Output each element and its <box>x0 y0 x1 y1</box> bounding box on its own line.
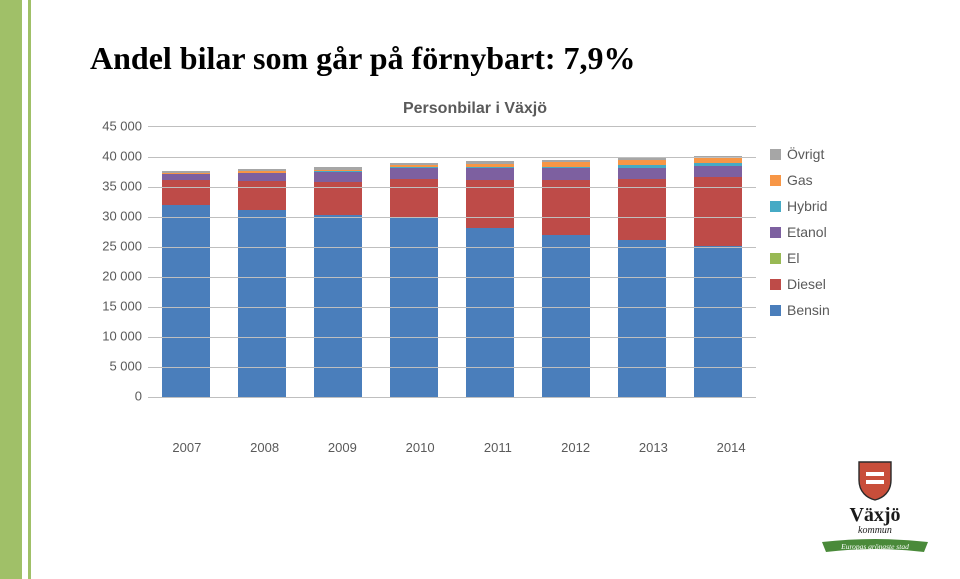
bar-segment <box>542 168 590 179</box>
chart-subtitle: Personbilar i Växjö <box>90 100 860 118</box>
gridline <box>148 157 756 158</box>
gridline <box>148 307 756 308</box>
bar-segment <box>466 168 514 179</box>
logo-main-text: Växjö <box>820 504 930 527</box>
bar-column <box>542 160 590 397</box>
y-axis-label: 0 <box>135 389 142 404</box>
bar-column <box>390 163 438 397</box>
bar-segment <box>618 240 666 397</box>
legend-label: Diesel <box>787 276 826 292</box>
bar-group <box>148 127 756 397</box>
chart-container: Personbilar i Växjö 45 000 40 000 35 000 30… <box>90 100 860 460</box>
decorative-left-stripe <box>0 0 46 579</box>
stripe-band <box>31 0 46 579</box>
x-axis-label: 2007 <box>163 440 211 455</box>
bar-segment <box>162 205 210 397</box>
y-axis-label: 25 000 <box>102 239 142 254</box>
legend-label: Etanol <box>787 224 827 240</box>
logo-tagline: Europas grönaste stad <box>840 542 909 551</box>
chart-area: 45 00040 00035 00030 00025 00020 00015 0… <box>90 126 860 436</box>
y-axis-label: 35 000 <box>102 179 142 194</box>
y-axis-label: 30 000 <box>102 209 142 224</box>
bar-segment <box>238 173 286 181</box>
page-title: Andel bilar som går på förnybart: 7,9% <box>90 40 636 77</box>
bar-segment <box>466 228 514 397</box>
y-axis-label: 45 000 <box>102 119 142 134</box>
legend-swatch <box>770 149 781 160</box>
legend: Övrigt Gas Hybrid Etanol El Diesel Bensin <box>756 126 860 436</box>
gridline <box>148 337 756 338</box>
gridline <box>148 187 756 188</box>
bar-segment <box>542 180 590 235</box>
x-axis-label: 2009 <box>318 440 366 455</box>
gridline <box>148 367 756 368</box>
legend-swatch <box>770 279 781 290</box>
legend-label: Gas <box>787 172 813 188</box>
shield-icon <box>853 458 897 502</box>
logo-sub-text: kommun <box>820 525 930 536</box>
legend-label: El <box>787 250 799 266</box>
legend-item: Diesel <box>770 276 860 292</box>
legend-swatch <box>770 175 781 186</box>
bar-segment <box>618 168 666 179</box>
bar-column <box>466 161 514 397</box>
x-axis-label: 2010 <box>396 440 444 455</box>
x-axis-labels: 2007 2008 2009 2010 2011 2012 2013 2014 <box>148 440 770 455</box>
x-axis-label: 2014 <box>707 440 755 455</box>
bar-segment <box>390 168 438 179</box>
x-axis-label: 2008 <box>241 440 289 455</box>
bar-column <box>314 167 362 397</box>
legend-item: Etanol <box>770 224 860 240</box>
bar-segment <box>694 166 742 177</box>
legend-swatch <box>770 305 781 316</box>
legend-swatch <box>770 227 781 238</box>
bar-segment <box>390 179 438 218</box>
y-axis: 45 00040 00035 00030 00025 00020 00015 0… <box>90 126 148 396</box>
logo-banner-icon: Europas grönaste stad <box>820 538 930 556</box>
legend-label: Hybrid <box>787 198 827 214</box>
legend-item: Gas <box>770 172 860 188</box>
gridline <box>148 247 756 248</box>
bar-segment <box>542 235 590 397</box>
legend-item: Hybrid <box>770 198 860 214</box>
bar-segment <box>162 180 210 205</box>
y-axis-label: 5 000 <box>109 359 142 374</box>
legend-label: Bensin <box>787 302 830 318</box>
bar-segment <box>238 181 286 210</box>
y-axis-label: 15 000 <box>102 299 142 314</box>
legend-item: Bensin <box>770 302 860 318</box>
x-axis-label: 2012 <box>552 440 600 455</box>
legend-swatch <box>770 253 781 264</box>
gridline <box>148 217 756 218</box>
bar-segment <box>314 172 362 182</box>
y-axis-label: 40 000 <box>102 149 142 164</box>
x-axis: 2007 2008 2009 2010 2011 2012 2013 2014 <box>90 436 860 466</box>
legend-item: El <box>770 250 860 266</box>
bar-segment <box>238 210 286 397</box>
plot-area <box>148 126 756 397</box>
stripe-band <box>0 0 22 579</box>
legend-swatch <box>770 201 781 212</box>
bar-column <box>238 169 286 397</box>
bar-segment <box>694 246 742 397</box>
legend-label: Övrigt <box>787 146 824 162</box>
bar-column <box>162 171 210 397</box>
gridline <box>148 277 756 278</box>
legend-item: Övrigt <box>770 146 860 162</box>
org-logo: Växjö kommun Europas grönaste stad <box>820 458 930 561</box>
y-axis-label: 20 000 <box>102 269 142 284</box>
x-axis-label: 2011 <box>474 440 522 455</box>
gridline <box>148 397 756 398</box>
y-axis-label: 10 000 <box>102 329 142 344</box>
x-axis-label: 2013 <box>629 440 677 455</box>
